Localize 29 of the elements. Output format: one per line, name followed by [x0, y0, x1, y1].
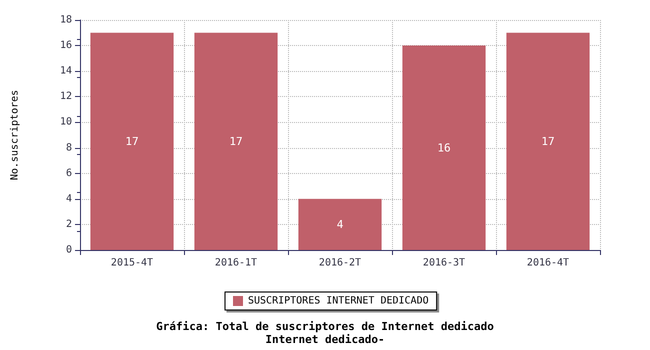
y-tick-label: 14: [60, 66, 72, 77]
y-tick-label: 8: [66, 142, 72, 154]
y-tick-label: 10: [60, 116, 72, 128]
text: Internet dedicado-: [265, 333, 385, 346]
x-tick-label: 2015-4T: [110, 258, 154, 268]
bar: [402, 46, 486, 250]
y-tick-label: 2: [66, 218, 72, 230]
data-label: 17: [541, 134, 555, 148]
bar: [194, 32, 278, 250]
y-axis-title: No.suscriptores: [10, 90, 20, 180]
bar: [298, 198, 382, 250]
y-tick-label: 4: [66, 193, 72, 204]
y-tick-label: 12: [60, 91, 72, 102]
x-tick-label: 2016-4T: [526, 258, 570, 268]
x-tick-label: 2016-2T: [318, 258, 362, 268]
bar: [90, 32, 174, 250]
data-label: 17: [229, 134, 243, 148]
x-tick-label: 2016-3T: [422, 258, 466, 268]
y-tick-label: 18: [60, 14, 72, 26]
y-tick-label: 6: [66, 168, 72, 179]
data-label: 17: [125, 134, 139, 148]
bar: [506, 32, 590, 250]
legend-label: SUSCRIPTORES INTERNET DEDICADO: [248, 296, 429, 306]
text: Gráfica: Total de suscriptores de Internet dedicado: [156, 320, 494, 333]
x-tick-label: 2016-1T: [214, 258, 258, 268]
data-label: 4: [336, 218, 344, 231]
data-label: 16: [437, 141, 451, 154]
y-tick-label: 0: [66, 244, 72, 256]
y-tick-label: 16: [60, 40, 72, 52]
